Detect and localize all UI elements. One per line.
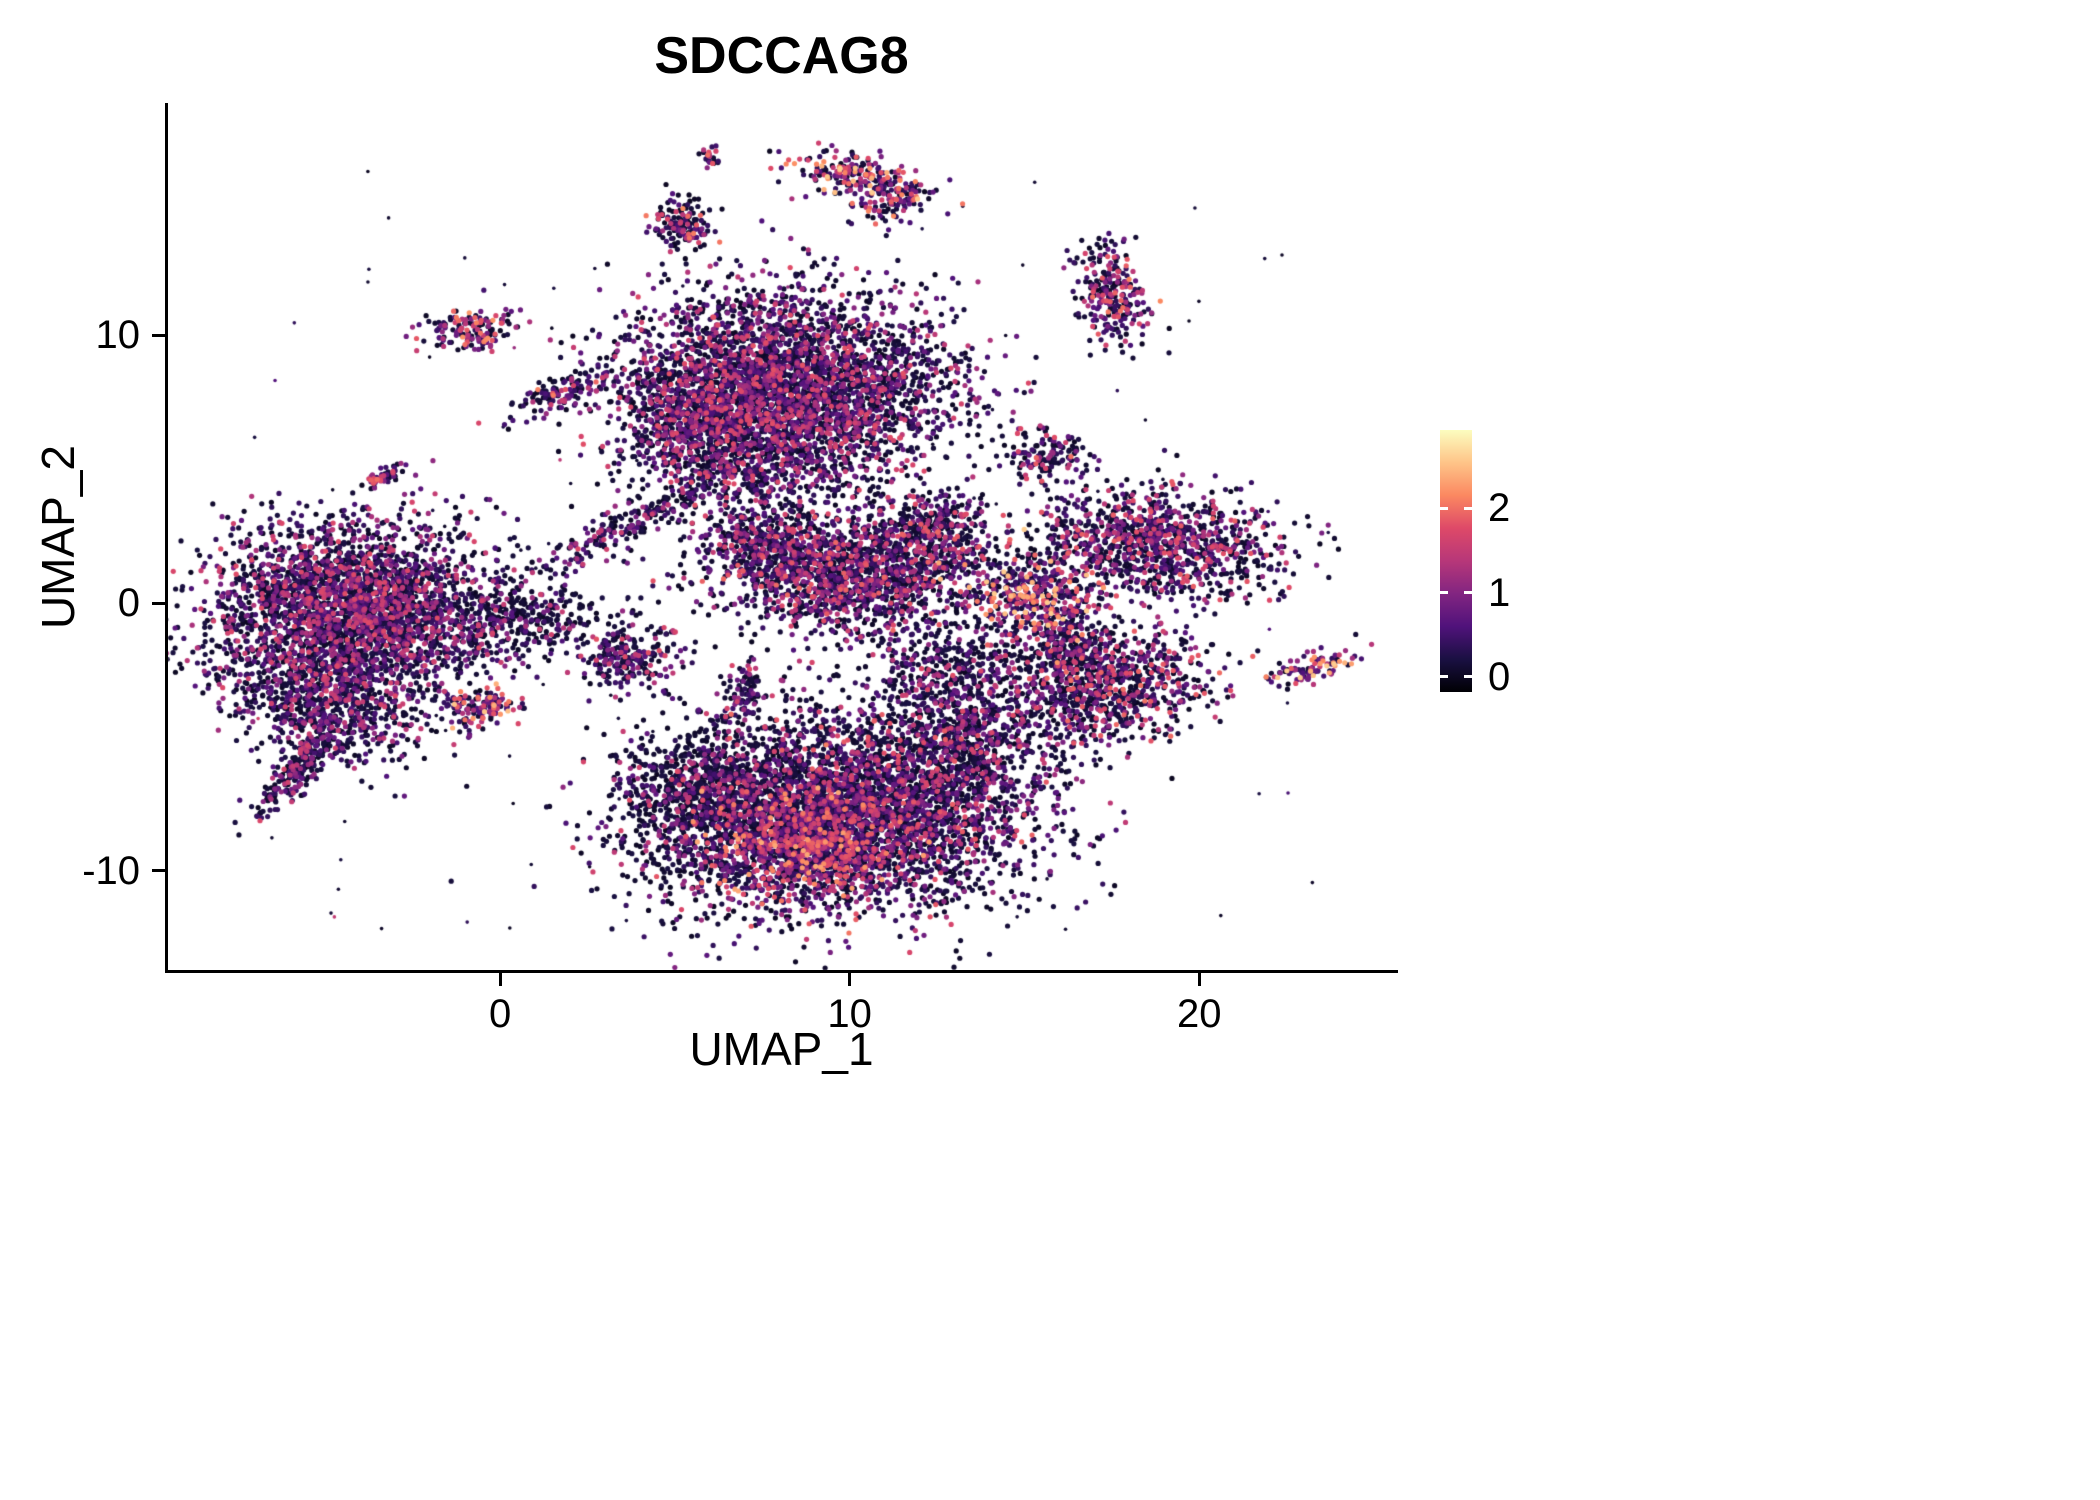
colorbar-tick-mark — [1464, 675, 1472, 679]
x-tick-label: 0 — [488, 992, 512, 1036]
colorbar-tick-label: 1 — [1488, 570, 1511, 615]
x-axis-title: UMAP_1 — [689, 1023, 874, 1075]
colorbar-tick-mark — [1440, 506, 1448, 510]
colorbar-tick-mark — [1464, 506, 1472, 510]
y-tick-label: 0 — [117, 581, 140, 626]
plot-title: SDCCAG8 — [654, 27, 909, 85]
colorbar-tick-mark — [1464, 591, 1472, 595]
y-tick-label: -10 — [82, 848, 140, 893]
x-tick-label: 10 — [827, 992, 872, 1036]
x-tick-label: 20 — [1176, 992, 1222, 1036]
colorbar-tick-label: 2 — [1488, 486, 1511, 531]
y-tick-mark — [152, 869, 168, 873]
x-tick-mark — [498, 970, 502, 986]
colorbar-gradient — [1440, 430, 1472, 692]
colorbar-tick-label: 0 — [1488, 654, 1511, 699]
y-tick-mark — [152, 601, 168, 605]
x-axis-line — [165, 970, 1398, 973]
x-tick-mark — [848, 970, 852, 986]
y-tick-mark — [152, 333, 168, 337]
x-tick-mark — [1197, 970, 1201, 986]
colorbar-tick-mark — [1440, 591, 1448, 595]
y-tick-label: 10 — [95, 313, 141, 358]
colorbar-tick-mark — [1440, 675, 1448, 679]
y-axis-title: UMAP_2 — [32, 444, 84, 630]
y-axis-line — [165, 103, 168, 973]
